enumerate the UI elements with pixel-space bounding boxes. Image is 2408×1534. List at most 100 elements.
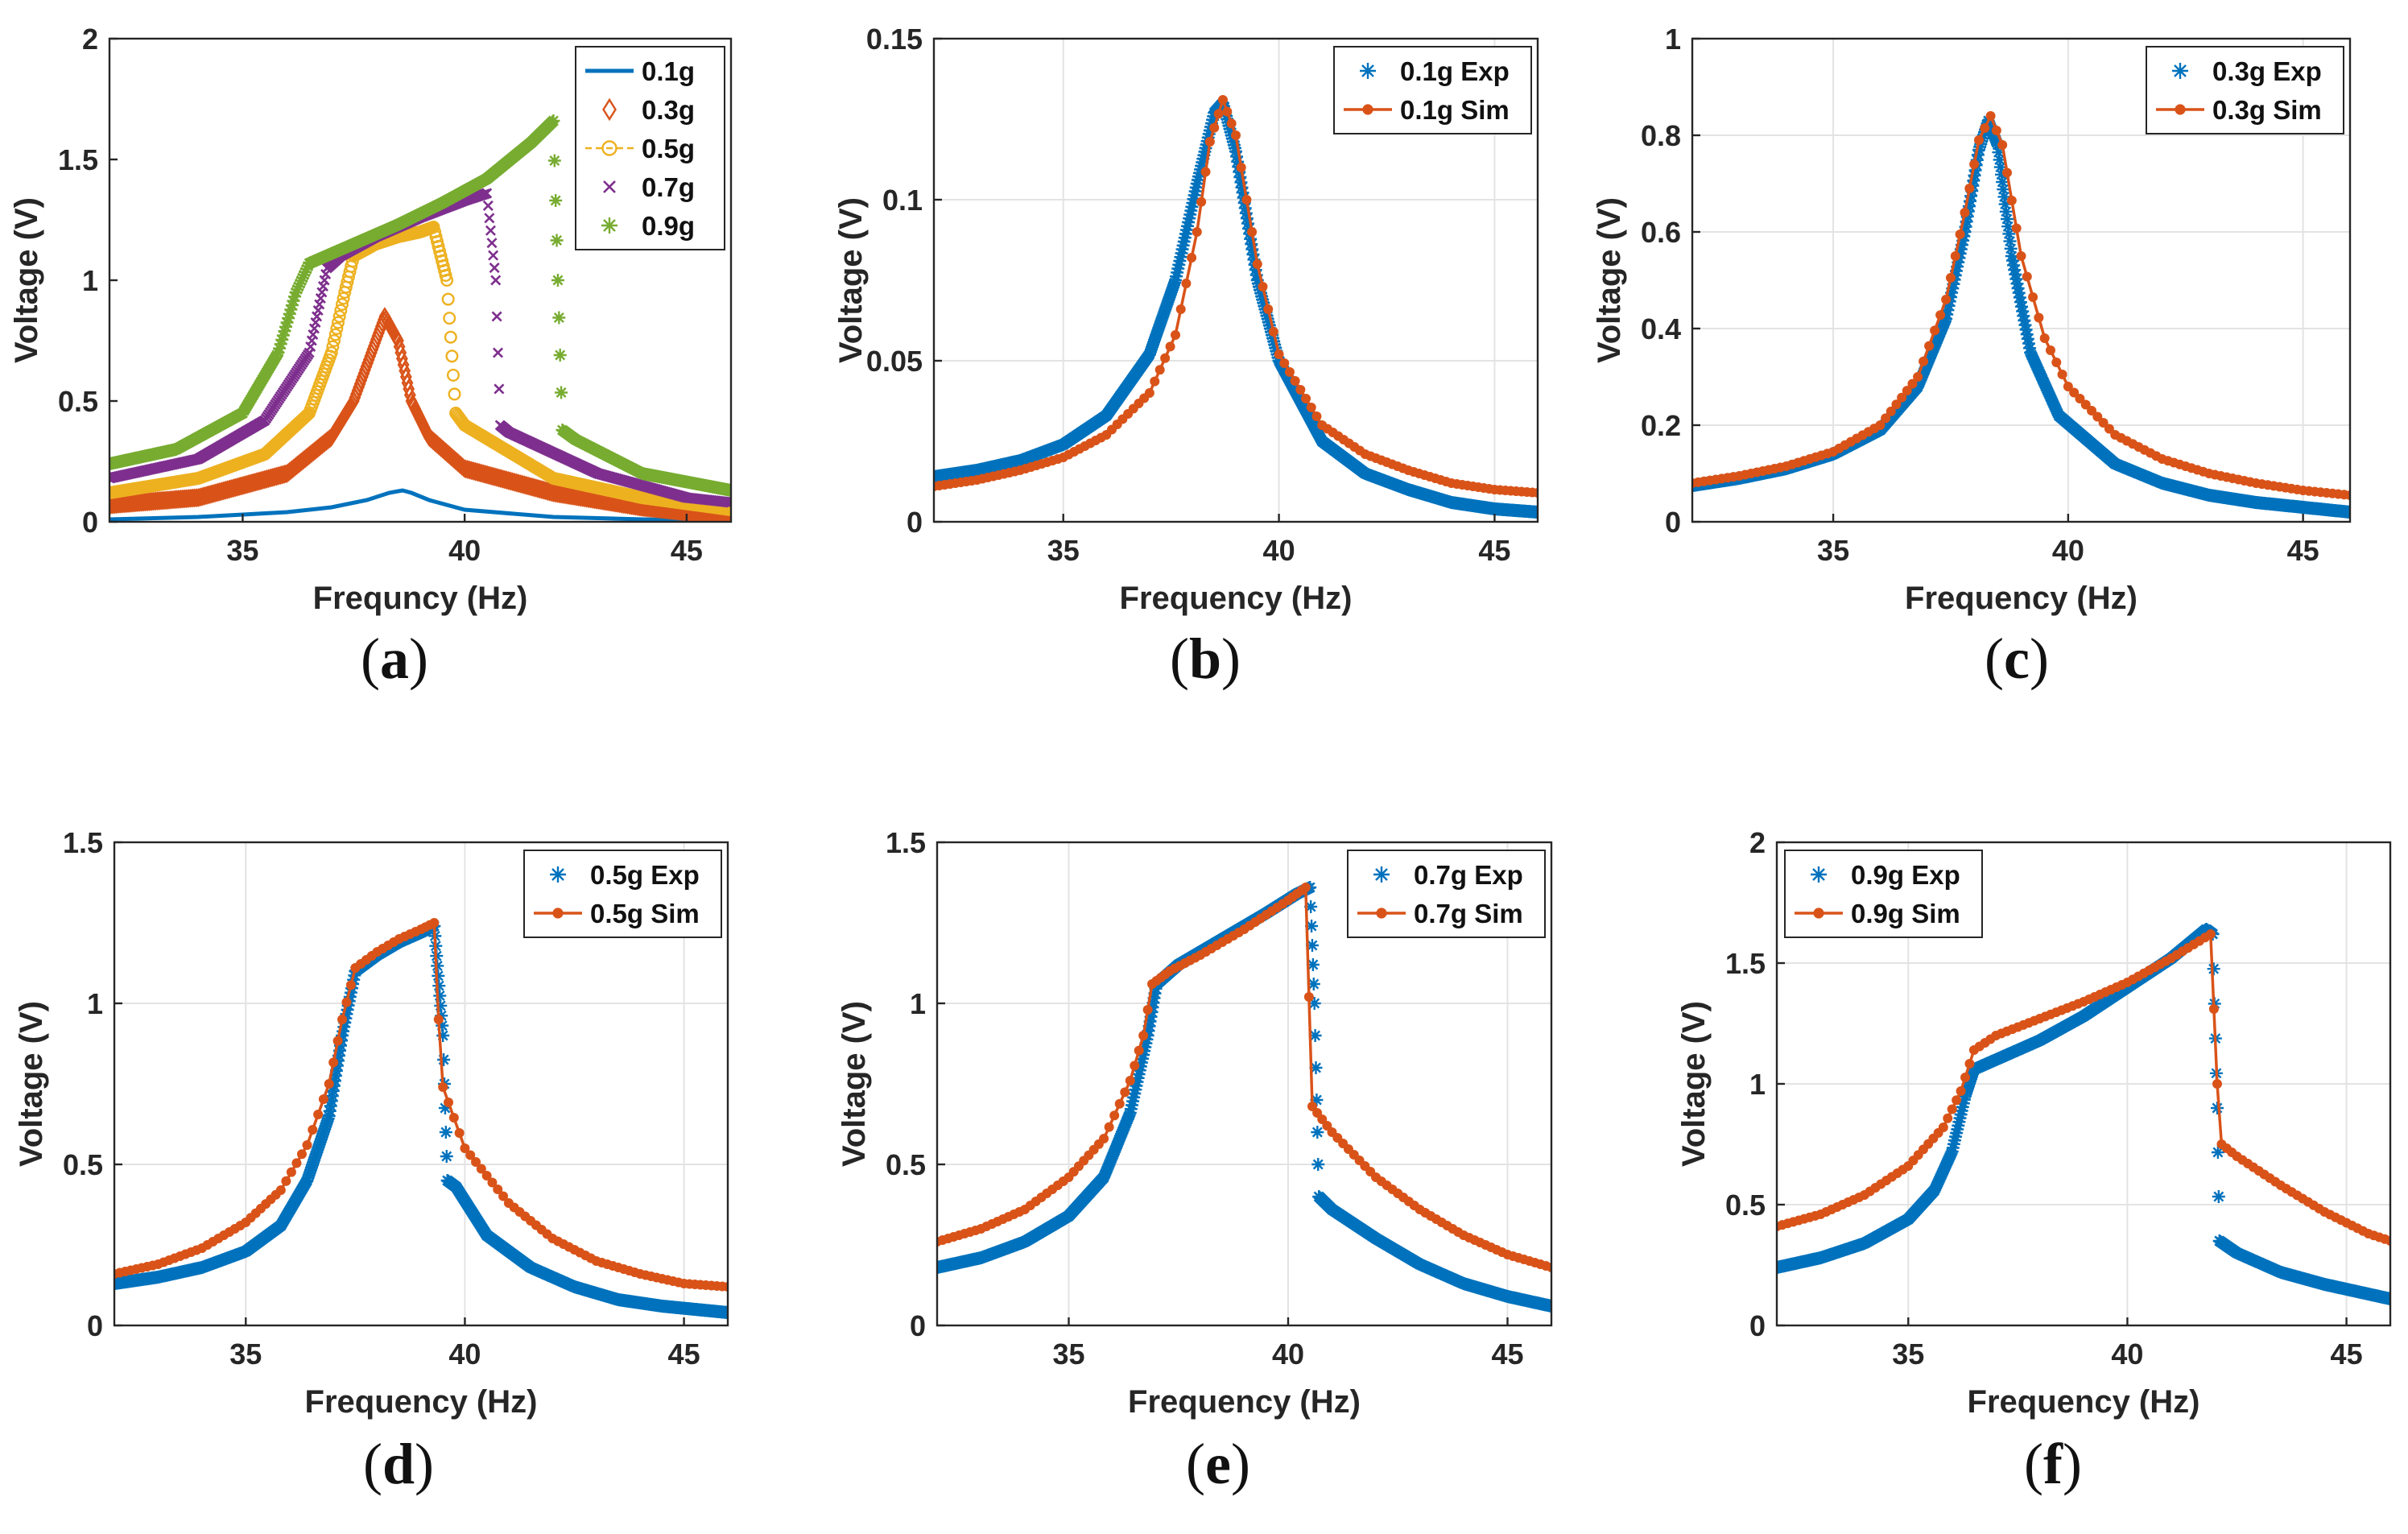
data-point [1290, 376, 1300, 386]
x-axis-title: Frequency (Hz) [1905, 581, 2137, 616]
data-point [2004, 242, 2018, 255]
legend-box [1333, 46, 1532, 134]
data-point [1268, 327, 1278, 337]
data-point [1305, 939, 1319, 952]
data-point [403, 385, 416, 405]
data-point [553, 349, 567, 362]
plot-frame [113, 841, 729, 1327]
legend-label: 0.5g Exp [590, 860, 700, 890]
x-axis-title: Frequncy (Hz) [313, 581, 528, 616]
data-point [291, 1158, 302, 1168]
x-tick-label: 35 [1817, 534, 1849, 567]
data-point [550, 234, 564, 247]
series-group [109, 114, 731, 522]
data-point [1165, 341, 1175, 352]
legend-marker [602, 97, 617, 122]
data-point [2006, 196, 2017, 205]
x-tick-label: 45 [671, 534, 703, 567]
data-point [443, 312, 456, 325]
legend-marker [2175, 104, 2186, 115]
data-point [487, 1177, 498, 1188]
data-point [1985, 111, 1996, 121]
data-point [1533, 488, 1538, 498]
data-point [1196, 196, 1207, 207]
legend-marker [2172, 63, 2188, 79]
data-point [328, 328, 342, 341]
y-tick-label: 0.6 [1641, 216, 1681, 249]
data-point [1308, 1029, 1322, 1042]
data-point [1204, 137, 1215, 147]
data-point [1187, 253, 1197, 263]
series-0-7g-exp [937, 881, 1551, 1313]
data-point [2075, 394, 2085, 403]
y-tick-label: 0.4 [1641, 312, 1681, 345]
x-tick-label: 40 [2052, 534, 2084, 567]
legend-label: 0.7g [642, 172, 695, 202]
data-point [2028, 292, 2038, 302]
data-point [332, 1036, 343, 1046]
data-point [337, 1015, 348, 1024]
data-point [444, 330, 457, 344]
data-point [2016, 251, 2026, 261]
data-point [440, 274, 454, 287]
series-0-1g [109, 488, 731, 522]
y-tick-label: 1.5 [63, 826, 103, 859]
data-point [723, 1282, 728, 1292]
y-tick-label: 0.5 [58, 385, 98, 418]
data-point [1154, 365, 1165, 375]
data-point [446, 368, 460, 382]
data-point [490, 275, 502, 286]
data-point [1222, 106, 1233, 117]
data-point [324, 1079, 334, 1089]
data-point [433, 1015, 444, 1024]
data-point [1980, 123, 1990, 133]
data-point [1305, 920, 1319, 932]
data-point [274, 337, 287, 351]
data-point [1263, 304, 1274, 314]
panel-label: (d) [363, 1432, 434, 1496]
panel-label: (b) [1170, 626, 1241, 691]
data-point [551, 274, 564, 287]
legend-box [2146, 46, 2344, 134]
data-point [481, 1171, 492, 1180]
legend-label: 0.3g Sim [2212, 95, 2322, 125]
data-point [436, 1019, 449, 1032]
data-point [454, 1128, 465, 1138]
data-point [1144, 388, 1154, 398]
data-point [302, 1140, 312, 1150]
data-point [283, 307, 296, 320]
data-point [296, 1149, 307, 1160]
data-point [445, 349, 459, 363]
data-point [433, 989, 447, 1003]
data-point [2001, 220, 2015, 234]
legend-label: 0.9g [642, 211, 695, 241]
y-tick-label: 1 [82, 264, 98, 297]
data-point [481, 188, 493, 199]
series-group [934, 95, 1538, 519]
data-point [279, 320, 292, 333]
y-axis-title: Voltage (V) [1592, 197, 1627, 363]
data-point [326, 340, 340, 354]
data-point [345, 980, 356, 990]
data-point [1252, 259, 1262, 269]
y-tick-label: 0 [1665, 506, 1681, 539]
x-axis-title: Frequency (Hz) [305, 1384, 538, 1420]
legend-marker [552, 908, 564, 919]
data-point [549, 194, 563, 207]
x-axis-title: Frequency (Hz) [1120, 581, 1353, 616]
legend-label: 0.1g Exp [1400, 56, 1510, 86]
data-point [2069, 387, 2080, 398]
data-point [299, 263, 313, 276]
data-point [289, 286, 303, 299]
data-point [476, 1164, 486, 1174]
data-point [2000, 213, 2014, 225]
data-point [1992, 146, 2005, 159]
data-point [1935, 310, 1946, 320]
data-point [492, 347, 504, 358]
data-point [1998, 197, 2012, 211]
data-point [1964, 184, 1975, 193]
legend-label: 0.1g Sim [1400, 95, 1510, 125]
